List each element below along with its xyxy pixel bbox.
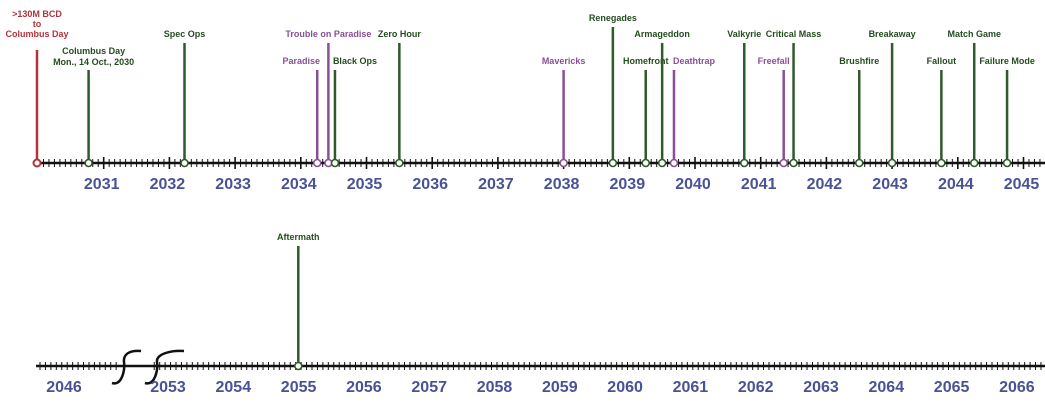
year-label: 2041 — [741, 176, 777, 193]
event-marker-spec-ops — [180, 158, 189, 168]
event-label-aftermath: Aftermath — [277, 232, 320, 242]
event-label-zero-hour: Zero Hour — [378, 29, 421, 39]
year-label: 2043 — [872, 176, 908, 193]
year-label: 2064 — [869, 379, 905, 396]
year-label: 2032 — [150, 176, 186, 193]
year-label: 2037 — [478, 176, 514, 193]
year-label: 2046 — [46, 379, 82, 396]
year-label: 2065 — [934, 379, 970, 396]
event-label-renegades: Renegades — [589, 13, 637, 23]
event-label-mavericks: Mavericks — [542, 56, 586, 66]
year-label: 2035 — [347, 176, 383, 193]
year-label: 2045 — [1004, 176, 1040, 193]
event-label-freefall: Freefall — [758, 56, 790, 66]
year-label: 2033 — [215, 176, 251, 193]
year-label: 2053 — [150, 379, 186, 396]
event-marker-valkyrie — [739, 158, 749, 168]
event-marker-fallout — [937, 158, 946, 168]
event-label-homefront: Homefront — [623, 56, 669, 66]
event-marker-critical-mass — [789, 158, 798, 168]
year-label: 2057 — [411, 379, 447, 396]
event-marker-renegades — [608, 158, 618, 168]
event-marker-deathtrap — [669, 158, 679, 168]
axis-break-mark — [111, 349, 142, 385]
event-marker-brushfire — [854, 158, 864, 168]
event-marker-failure-mode — [1002, 158, 1012, 168]
event-label-critical-mass: Critical Mass — [766, 29, 822, 39]
year-label: 2063 — [803, 379, 839, 396]
origin-label-line: Columbus Day — [5, 29, 68, 39]
year-label: 2059 — [542, 379, 578, 396]
event-marker-aftermath — [293, 361, 303, 371]
year-label: 2058 — [477, 379, 513, 396]
event-label-brushfire: Brushfire — [839, 56, 879, 66]
event-label-spec-ops: Spec Ops — [164, 29, 206, 39]
event-label-trouble-on-paradise: Trouble on Paradise — [285, 29, 371, 39]
year-label: 2062 — [738, 379, 774, 396]
origin-label-line: to — [33, 19, 42, 29]
event-marker-freefall — [779, 158, 788, 168]
event-marker-armageddon — [657, 158, 667, 168]
event-marker-columbus-day — [84, 158, 93, 168]
year-label: 2044 — [938, 176, 974, 193]
event-label-paradise: Paradise — [282, 56, 320, 66]
event-marker-match-game — [969, 158, 979, 168]
event-marker-homefront — [641, 158, 651, 168]
timeline-row-2: 2046 2053 2054 2055 2056 2057 2058 2059 2060 2061… — [36, 232, 1045, 396]
year-label: 2056 — [346, 379, 382, 396]
event-label-breakaway: Breakaway — [869, 29, 916, 39]
year-label: 2040 — [675, 176, 711, 193]
year-label: 2061 — [673, 379, 709, 396]
event-label-valkyrie: Valkyrie — [727, 29, 761, 39]
event-label-failure-mode: Failure Mode — [979, 56, 1035, 66]
year-label: 2066 — [999, 379, 1035, 396]
event-marker-paradise — [312, 158, 322, 168]
event-label-columbus-day: Columbus Day — [62, 46, 125, 56]
year-label: 2031 — [84, 176, 120, 193]
origin-label-line: >130M BCD — [12, 9, 62, 19]
event-label-black-ops: Black Ops — [333, 56, 377, 66]
event-label-armageddon: Armageddon — [634, 29, 690, 39]
year-label: 2038 — [544, 176, 580, 193]
event-label-fallout: Fallout — [927, 56, 957, 66]
event-marker-mavericks — [559, 158, 568, 168]
event-label-match-game: Match Game — [947, 29, 1001, 39]
event-label-deathtrap: Deathtrap — [673, 56, 716, 66]
axis-break-mark — [144, 349, 185, 385]
year-label: 2039 — [610, 176, 646, 193]
year-label: 2042 — [807, 176, 843, 193]
event-marker-black-ops — [330, 158, 340, 168]
year-label: 2034 — [281, 176, 317, 193]
origin-label: >130M BCD to Columbus Day — [5, 9, 68, 39]
year-label: 2054 — [216, 379, 252, 396]
event-marker-zero-hour — [395, 158, 404, 168]
year-label: 2055 — [281, 379, 317, 396]
event-marker-breakaway — [887, 158, 897, 168]
event-subtitle-columbus-day: Mon., 14 Oct., 2030 — [53, 57, 134, 67]
year-label: 2060 — [607, 379, 643, 396]
origin-marker — [32, 158, 42, 168]
year-label: 2036 — [412, 176, 448, 193]
timeline-row-1: 2031 2032 2033 2034 2035 2036 2037 2038 2039 2040… — [5, 9, 1045, 193]
